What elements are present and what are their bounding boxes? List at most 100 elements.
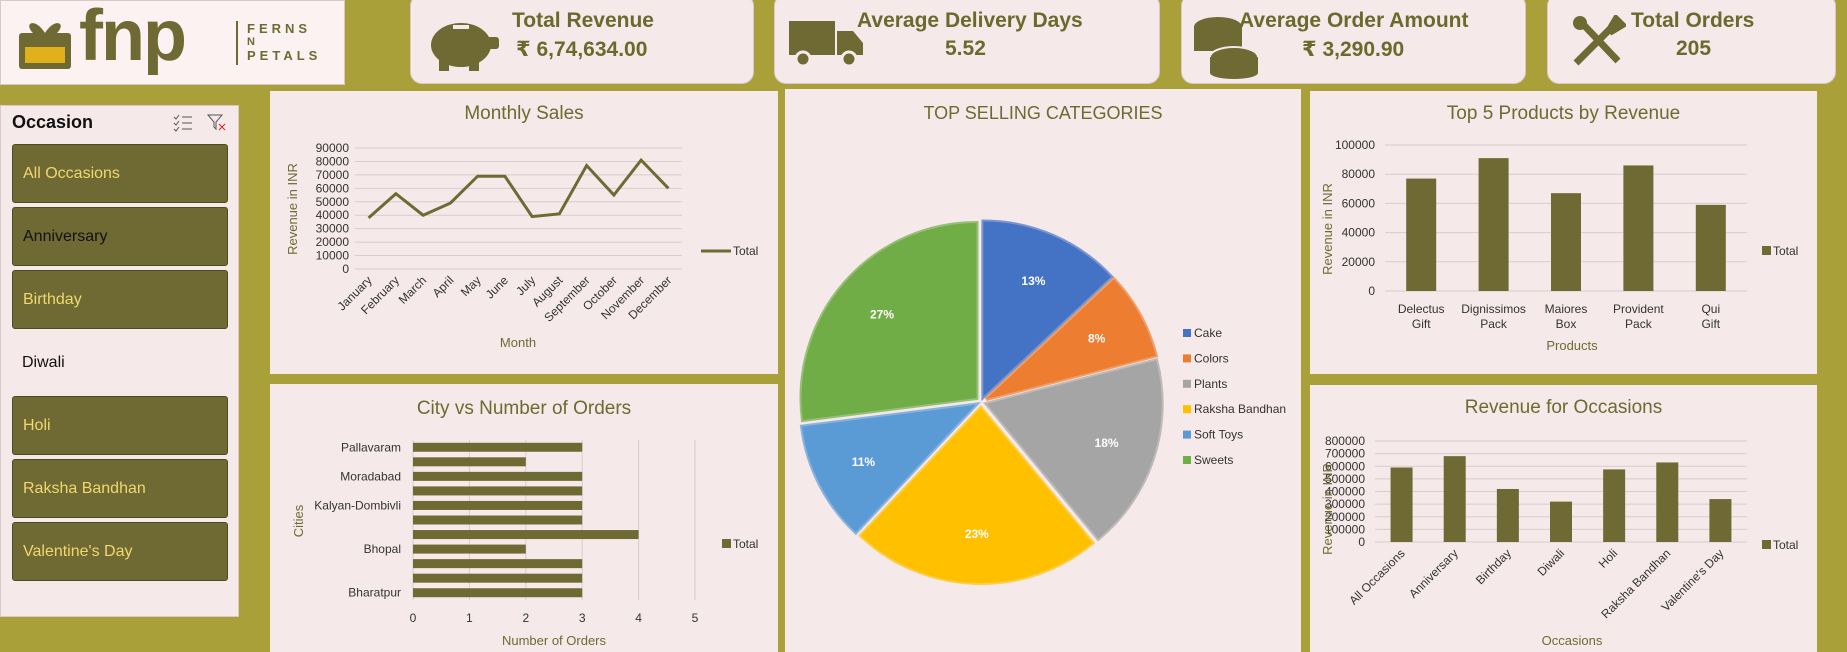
- y-tick-label: Pallavaram: [341, 440, 401, 454]
- legend-swatch: [1183, 456, 1191, 464]
- x-tick-label: All Occasions: [1346, 546, 1407, 607]
- y-tick-label: 30000: [316, 222, 350, 236]
- legend-swatch: [1762, 540, 1771, 549]
- x-axis-label: Month: [500, 335, 536, 350]
- bar: [413, 486, 583, 496]
- coins-icon: [1194, 17, 1259, 79]
- monthly-sales-svg: 0100002000030000400005000060000700008000…: [285, 141, 758, 350]
- y-tick-label: 10000: [316, 249, 350, 263]
- bar: [413, 559, 583, 569]
- legend-swatch: [1762, 246, 1771, 255]
- y-tick-label: 20000: [1342, 255, 1376, 269]
- y-tick-label: 80000: [316, 154, 350, 168]
- brand-line1: FERNS: [247, 21, 312, 36]
- x-tick-label: Dignissimos: [1461, 302, 1526, 316]
- y-tick-label: 60000: [316, 181, 350, 195]
- chart-title: Monthly Sales: [464, 103, 584, 124]
- y-tick-label: 50000: [316, 195, 350, 209]
- brand-line3: PETALS: [247, 48, 322, 63]
- slicer-item-all-occasions[interactable]: All Occasions: [12, 144, 228, 203]
- tools-icon: [1573, 15, 1626, 66]
- chart-title: Top 5 Products by Revenue: [1446, 103, 1681, 124]
- y-axis-label: Cities: [291, 504, 306, 537]
- legend-swatch: [722, 539, 731, 548]
- chart-title: City vs Number of Orders: [416, 398, 632, 419]
- x-tick-label: April: [430, 273, 457, 300]
- slicer-item-anniversary[interactable]: Anniversary: [12, 207, 228, 266]
- x-tick-label: March: [396, 273, 429, 306]
- y-tick-label: 40000: [1342, 226, 1376, 240]
- y-tick-label: 600000: [1325, 459, 1365, 473]
- chart-title: Revenue for Occasions: [1464, 397, 1663, 418]
- series-line-total: [367, 157, 670, 220]
- kpi-value: 5.52: [945, 37, 986, 60]
- legend-swatch: [1183, 430, 1191, 439]
- chart-revenue-occasions[interactable]: Revenue for Occasions 0 100000 200000 30000…: [1310, 385, 1817, 652]
- chart-city-orders[interactable]: City vs Number of Orders 0 1 2 3 4 5 Bharatpur…: [270, 384, 778, 652]
- kpi-total-revenue: Total Revenue ₹ 6,74,634.00: [410, 0, 754, 84]
- x-tick-label: Birthday: [1473, 546, 1514, 587]
- y-tick-label: 80000: [1342, 167, 1376, 181]
- bar: [1478, 158, 1509, 291]
- occasion-slicer: Occasion All Occasions Anniversary Birth…: [0, 105, 239, 617]
- y-tick-label: 70000: [316, 168, 350, 182]
- bar: [1443, 456, 1466, 542]
- pie-slice: [799, 402, 981, 536]
- x-tick-label: 5: [692, 611, 699, 625]
- y-tick-label: 100000: [1325, 522, 1365, 536]
- legend-label: Sweets: [1194, 453, 1233, 467]
- slicer-item-raksha-bandhan[interactable]: Raksha Bandhan: [12, 459, 228, 518]
- revenue-occasions-svg: 0100000200000300000400000500000600000700…: [1320, 434, 1798, 648]
- brand-short: fnp: [79, 0, 187, 76]
- x-tick-label: 0: [410, 611, 417, 625]
- bar: [413, 457, 526, 467]
- legend-label: Total: [733, 244, 758, 258]
- x-tick-label: Anniversary: [1406, 546, 1461, 601]
- slicer-item-diwali[interactable]: Diwali: [12, 333, 228, 392]
- bar: [413, 515, 583, 525]
- legend-label: Total: [1773, 538, 1798, 552]
- y-tick-label: Kalyan-Dombivli: [314, 498, 401, 512]
- y-tick-label: Moradabad: [340, 469, 401, 483]
- legend-swatch: [1183, 329, 1191, 337]
- truck-icon: [789, 21, 863, 67]
- data-label: 23%: [965, 527, 989, 541]
- chart-top5-products[interactable]: Top 5 Products by Revenue 0 20000 40000 600…: [1310, 91, 1817, 374]
- x-tick-label: Provident: [1613, 302, 1664, 316]
- kpi-avg-order: Average Order Amount ₹ 3,290.90: [1181, 0, 1526, 84]
- legend-label: Plants: [1194, 377, 1227, 391]
- pie-slice: [981, 219, 1114, 402]
- bar: [1406, 178, 1437, 291]
- x-tick-label: Holi: [1596, 546, 1621, 571]
- bar: [1603, 469, 1626, 542]
- slicer-item-valentines-day[interactable]: Valentine's Day: [12, 522, 228, 581]
- y-tick-label: Bharatpur: [348, 586, 401, 600]
- kpi-title: Total Revenue: [512, 9, 654, 32]
- y-tick-label: 20000: [316, 235, 350, 249]
- y-tick-label: 200000: [1325, 510, 1365, 524]
- y-tick-label: 0: [1358, 535, 1365, 549]
- y-tick-label: 0: [342, 262, 349, 276]
- bar: [1550, 501, 1572, 542]
- pie-slice: [858, 404, 1096, 585]
- slicer-item-birthday[interactable]: Birthday: [12, 270, 228, 329]
- legend-swatch: [1183, 379, 1191, 388]
- y-tick-label: 40000: [316, 208, 350, 222]
- x-tick-label: Qui: [1701, 302, 1720, 316]
- pie-slice: [984, 276, 1159, 402]
- slicer-item-holi[interactable]: Holi: [12, 396, 228, 455]
- y-axis-label: Revenue in INR: [1320, 183, 1335, 275]
- x-tick-label: Maiores: [1545, 302, 1588, 316]
- y-tick-label: 60000: [1342, 196, 1376, 210]
- chart-top-categories[interactable]: TOP SELLING CATEGORIES 13% 8% 18% 23% 11% 27%…: [785, 89, 1301, 652]
- chart-title: TOP SELLING CATEGORIES: [923, 103, 1163, 123]
- data-label: 8%: [1088, 331, 1106, 345]
- multi-select-icon[interactable]: [173, 114, 193, 132]
- data-label: 27%: [870, 308, 894, 322]
- chart-monthly-sales[interactable]: Monthly Sales 0 10000 20000 30000 40000 50000…: [270, 91, 778, 374]
- x-tick-label: 1: [466, 611, 473, 625]
- clear-filter-icon[interactable]: [207, 114, 227, 132]
- bar: [413, 530, 639, 540]
- x-tick-label: June: [483, 273, 512, 302]
- bar: [413, 500, 583, 510]
